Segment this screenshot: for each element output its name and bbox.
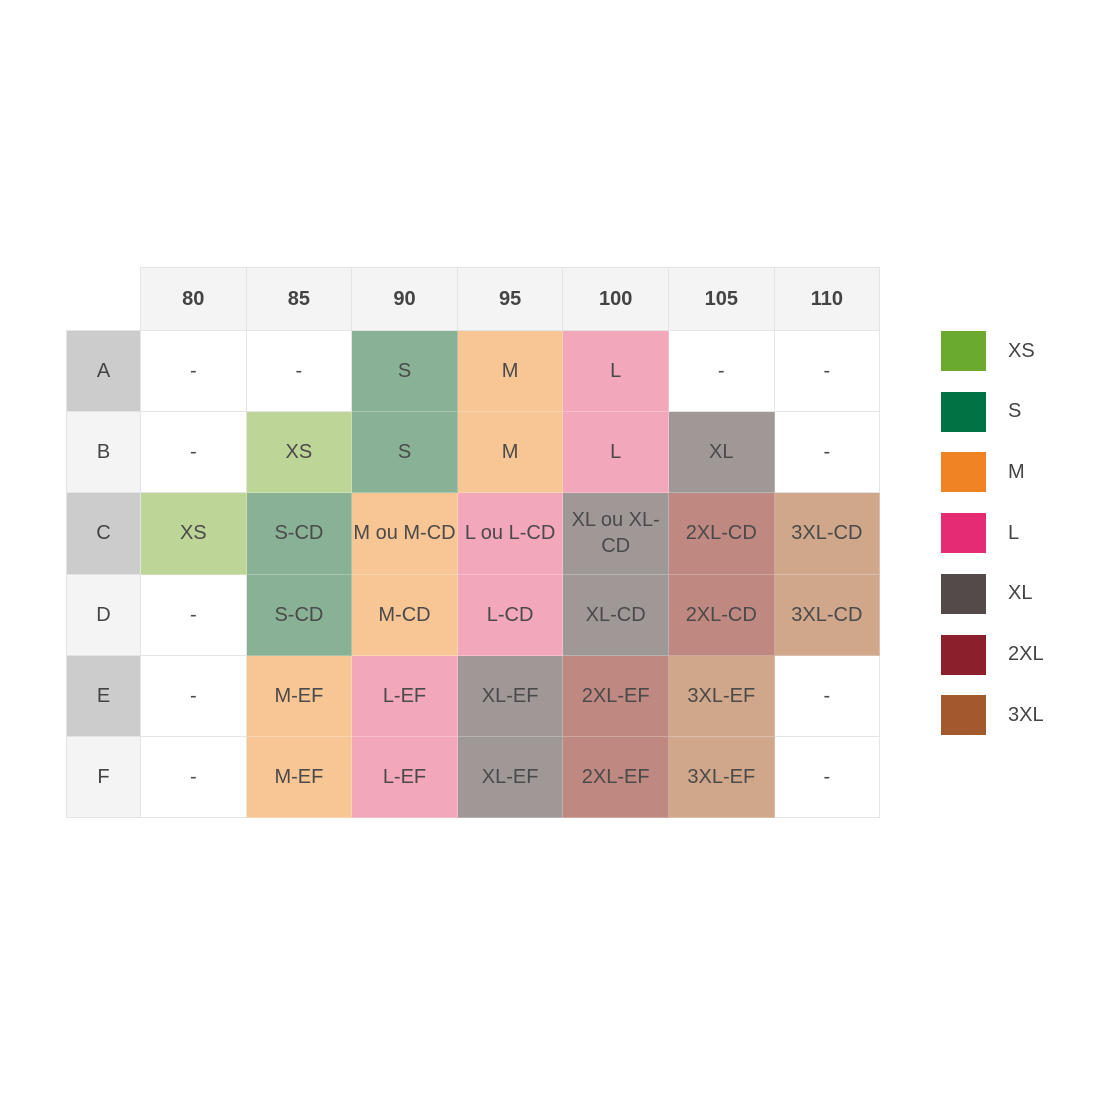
table-cell: XS <box>141 493 247 575</box>
legend-swatch <box>941 452 986 493</box>
table-cell: 3XL-CD <box>774 574 881 656</box>
column-header: 80 <box>141 267 247 331</box>
table-cell: - <box>141 412 247 494</box>
row-header: B <box>66 412 141 494</box>
table-cell: M-EF <box>246 736 353 819</box>
table-cell: M <box>457 412 564 494</box>
legend-label: S <box>1008 400 1022 423</box>
table-cell: L-EF <box>352 655 458 737</box>
table-cell: XL-EF <box>457 736 564 819</box>
table-cell: 2XL-CD <box>668 574 775 656</box>
corner-cell <box>66 267 141 331</box>
legend-item: L <box>941 513 1020 554</box>
legend-item: 2XL <box>941 634 1044 675</box>
table-cell: - <box>774 331 881 413</box>
table-cell: M-CD <box>352 574 458 656</box>
column-header: 90 <box>352 267 458 331</box>
legend-label: 2XL <box>1008 643 1044 665</box>
table-cell: XL <box>668 412 775 494</box>
legend-item: M <box>941 452 1025 493</box>
legend-swatch <box>941 513 986 554</box>
row-header: E <box>66 655 141 737</box>
legend-item: 3XL <box>941 695 1044 736</box>
legend-item: XS <box>941 331 1035 371</box>
table-cell: - <box>141 655 247 737</box>
row-header: F <box>66 736 141 819</box>
table-cell: XL-CD <box>563 574 669 656</box>
legend-label: 3XL <box>1008 703 1044 726</box>
table-cell: - <box>774 412 881 494</box>
table-cell: 2XL-CD <box>668 493 775 575</box>
table-cell: - <box>668 331 775 413</box>
column-header: 100 <box>563 267 669 331</box>
legend-swatch <box>941 331 986 371</box>
legend-item: S <box>941 391 1022 432</box>
table-cell: - <box>141 331 247 413</box>
table-cell: M-EF <box>246 655 353 737</box>
column-header: 85 <box>246 267 353 331</box>
column-header: 110 <box>774 267 881 331</box>
table-cell: 2XL-EF <box>563 736 669 819</box>
legend-label: XS <box>1008 339 1035 362</box>
table-cell: M <box>457 331 564 413</box>
table-cell: M ou M-CD <box>352 493 458 575</box>
legend-swatch <box>941 573 986 614</box>
legend-label: M <box>1008 460 1025 483</box>
table-cell: 3XL-CD <box>774 493 881 575</box>
table-cell: - <box>141 574 247 656</box>
column-header: 95 <box>457 267 564 331</box>
table-cell: 2XL-EF <box>563 655 669 737</box>
legend-swatch <box>941 391 986 432</box>
row-header: D <box>66 574 141 656</box>
legend-item: XL <box>941 573 1033 614</box>
table-cell: XL-EF <box>457 655 564 737</box>
row-header: A <box>66 331 141 413</box>
legend-label: XL <box>1008 582 1033 605</box>
table-cell: S-CD <box>246 574 353 656</box>
table-cell: - <box>774 736 881 819</box>
table-cell: S-CD <box>246 493 353 575</box>
legend-swatch <box>941 695 986 736</box>
table-cell: L-CD <box>457 574 564 656</box>
table-cell: L-EF <box>352 736 458 819</box>
table-cell: XS <box>246 412 353 494</box>
table-cell: - <box>774 655 881 737</box>
table-cell: 3XL-EF <box>668 655 775 737</box>
table-cell: 3XL-EF <box>668 736 775 819</box>
table-cell: L ou L-CD <box>457 493 564 575</box>
table-cell: L <box>563 331 669 413</box>
row-header: C <box>66 493 141 575</box>
legend-label: L <box>1008 521 1020 544</box>
column-header: 105 <box>668 267 775 331</box>
legend-swatch <box>941 634 986 675</box>
size-table: 80 85 90 95 100 105 110 A - - S M L - - B - XS S M L XL - C XS S-… <box>66 267 881 819</box>
table-cell: S <box>352 331 458 413</box>
table-cell: - <box>141 736 247 819</box>
table-cell: - <box>246 331 353 413</box>
table-cell: XL ou XL-CD <box>563 493 669 575</box>
table-cell: L <box>563 412 669 494</box>
table-cell: S <box>352 412 458 494</box>
